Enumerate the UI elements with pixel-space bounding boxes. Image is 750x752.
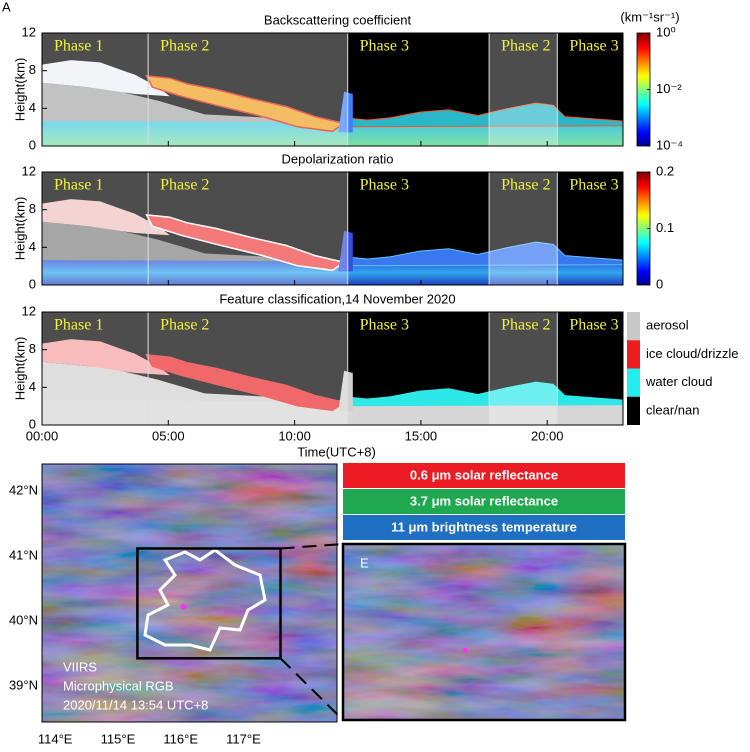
rgb-legend-bar [343, 463, 625, 488]
y-tick-label: 12 [22, 24, 36, 39]
inset-image [343, 544, 625, 720]
legend-label: ice cloud/drizzle [646, 346, 739, 361]
lat-tick-label: 40°N [9, 613, 38, 628]
lon-tick-label: 116°E [163, 731, 198, 746]
boundary-layer [42, 121, 623, 146]
panel-label: A [2, 0, 11, 14]
panel-title: Backscattering coefficient [264, 12, 412, 27]
phase-label: Phase 3 [360, 177, 409, 194]
satellite-image [42, 464, 337, 722]
y-tick-label: 0 [29, 416, 36, 431]
phase-label: Phase 3 [569, 177, 618, 194]
phase-label: Phase 2 [160, 177, 209, 194]
map-frame [41, 463, 338, 723]
rgb-legend-bar [343, 515, 625, 540]
zoom-box [136, 547, 282, 660]
inset-label: E [360, 555, 369, 570]
zoom-connector [280, 543, 344, 550]
colorbar-tick-label: 10⁻² [656, 81, 682, 96]
legend-label: water cloud [645, 374, 712, 389]
phase-region [488, 171, 558, 286]
tower [338, 370, 353, 412]
y-tick-label: 8 [29, 341, 36, 356]
y-tick-label: 0 [29, 276, 36, 291]
rgb-legend-label: 3.7 μm solar reflectance [410, 493, 558, 508]
colorbar-tick-label: 0.2 [656, 163, 674, 178]
lat-tick-label: 42°N [9, 483, 38, 498]
phase-label: Phase 3 [360, 38, 409, 55]
boundary-layer [42, 400, 623, 425]
legend-label: clear/nan [646, 402, 699, 417]
rgb-legend-label: 0.6 μm solar reflectance [410, 467, 558, 482]
legend-swatch [627, 368, 640, 397]
y-tick-label: 8 [29, 201, 36, 216]
plot-frame [41, 311, 624, 426]
rgb-legend-bar [343, 489, 625, 514]
phase-label: Phase 1 [54, 317, 103, 334]
panel-title: Depolarization ratio [281, 151, 393, 166]
legend-swatch [627, 312, 640, 341]
phase-label: Phase 2 [160, 317, 209, 334]
phase-label: Phase 3 [360, 317, 409, 334]
aerosol-plume [42, 60, 170, 97]
phase-label: Phase 3 [569, 38, 618, 55]
phase-label: Phase 2 [160, 38, 209, 55]
x-tick-label: 20:00 [531, 428, 564, 443]
map-caption: Microphysical RGB [63, 678, 174, 693]
plot-frame [41, 32, 624, 147]
tower [338, 91, 353, 133]
site-marker [180, 603, 187, 610]
y-axis-label: Height(km) [12, 197, 27, 261]
boundary-layer [42, 260, 623, 285]
panel-title: Feature classification,14 November 2020 [219, 291, 455, 306]
y-tick-label: 8 [29, 62, 36, 77]
colorbar-tick-label: 0 [656, 276, 663, 291]
x-tick-label: 15:00 [405, 428, 438, 443]
legend-swatch [627, 340, 640, 369]
x-tick-label: 00:00 [26, 428, 59, 443]
map-caption: VIIRS [63, 659, 97, 674]
aerosol-plume [42, 339, 170, 376]
zoom-connector [279, 657, 344, 721]
rgb-legend-label: 11 μm brightness temperature [391, 519, 577, 534]
colorbar-tick-label: 10⁻⁴ [656, 137, 683, 152]
lon-tick-label: 117°E [226, 731, 261, 746]
y-tick-label: 12 [22, 163, 36, 178]
y-tick-label: 4 [29, 239, 36, 254]
lat-tick-label: 41°N [9, 548, 38, 563]
phase-region [488, 311, 558, 426]
legend-label: aerosol [646, 318, 689, 333]
lat-tick-label: 39°N [9, 678, 38, 693]
x-tick-label: 10:00 [278, 428, 311, 443]
x-tick-label: 05:00 [152, 428, 185, 443]
phase-label: Phase 3 [569, 317, 618, 334]
phase-label: Phase 1 [54, 38, 103, 55]
y-tick-label: 4 [29, 379, 36, 394]
colorbar-tick-label: 0.1 [656, 220, 674, 235]
inset-frame [341, 542, 627, 722]
phase-label: Phase 2 [501, 177, 550, 194]
site-marker-inset [462, 647, 468, 653]
y-tick-label: 12 [22, 303, 36, 318]
lon-tick-label: 115°E [101, 731, 136, 746]
y-tick-label: 0 [29, 137, 36, 152]
phase-label: Phase 2 [501, 38, 550, 55]
y-tick-label: 4 [29, 100, 36, 115]
phase-label: Phase 2 [501, 317, 550, 334]
phase-label: Phase 1 [54, 177, 103, 194]
plot-frame [41, 171, 624, 286]
aerosol-plume [42, 199, 170, 236]
lon-tick-label: 114°E [38, 731, 73, 746]
x-axis-label: Time(UTC+8) [297, 444, 376, 459]
phase-region [41, 171, 149, 286]
y-axis-label: Height(km) [12, 337, 27, 401]
colorbar-tick-label: 10⁰ [656, 24, 676, 39]
tower [338, 230, 353, 272]
legend-swatch [627, 396, 640, 425]
colorbar-unit: (km⁻¹sr⁻¹) [620, 9, 679, 24]
map-caption: 2020/11/14 13:54 UTC+8 [63, 697, 208, 712]
y-axis-label: Height(km) [12, 58, 27, 122]
